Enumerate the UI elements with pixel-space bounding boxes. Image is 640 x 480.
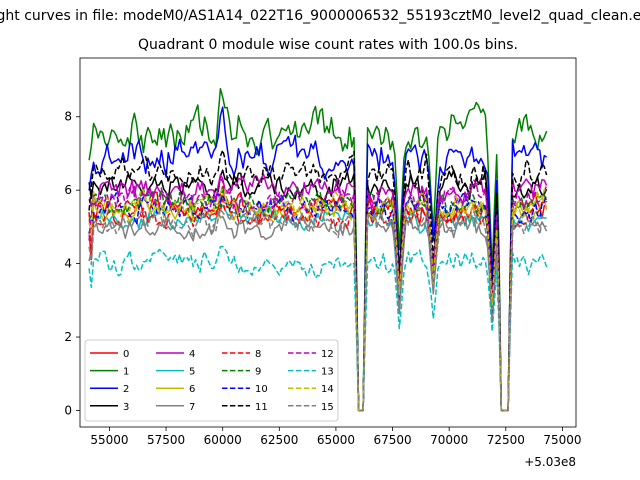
series-line-2 [88,106,548,412]
series-line-11 [88,149,548,412]
x-tick-label: 67500 [373,433,411,447]
legend-box [84,339,339,422]
x-tick-label: 65000 [317,433,355,447]
chart-title: Quadrant 0 module wise count rates with … [138,37,518,53]
series-line-7 [88,210,547,412]
legend-label: 0 [123,349,129,360]
series-line-8 [88,198,548,412]
y-tick-label: 2 [64,330,72,344]
series-line-12 [88,177,548,412]
y-tick-label: 6 [64,183,72,197]
legend-label: 4 [189,349,195,360]
y-tick-label: 8 [64,110,72,124]
x-offset-label: +5.03e8 [524,455,576,469]
legend-label: 9 [255,367,261,378]
legend-label: 10 [255,384,268,395]
legend-label: 5 [189,367,195,378]
series-line-15 [88,207,548,412]
legend-label: 7 [189,402,195,413]
y-axis: 0 2 4 6 8 [64,110,80,417]
chart-suptitle: Light curves in file: modeM0/AS1A14_022T… [0,8,640,24]
y-tick-label: 4 [64,257,72,271]
x-tick-label: 72500 [487,433,525,447]
x-tick-label: 75000 [543,433,581,447]
series-line-1 [88,87,548,412]
legend-label: 8 [255,349,261,360]
legend-label: 12 [321,349,334,360]
x-tick-label: 60000 [204,433,242,447]
legend-label: 15 [321,402,334,413]
series-line-13 [88,245,548,412]
x-tick-label: 62500 [260,433,298,447]
legend-label: 6 [189,384,195,395]
plot-frame [79,57,577,428]
x-tick-label: 55000 [90,433,128,447]
legend-label: 1 [123,367,129,378]
series-line-10 [88,191,548,412]
legend-label: 11 [255,402,268,413]
x-tick-label: 57500 [147,433,185,447]
series-lines [88,87,548,412]
legend-label: 13 [321,367,334,378]
legend-label: 2 [123,384,129,395]
legend-label: 3 [123,402,129,413]
y-tick-label: 0 [64,403,72,417]
x-tick-label: 70000 [430,433,468,447]
x-axis: 55000 57500 60000 62500 65000 67500 70000 72500… [90,427,582,447]
legend-label: 14 [321,384,334,395]
